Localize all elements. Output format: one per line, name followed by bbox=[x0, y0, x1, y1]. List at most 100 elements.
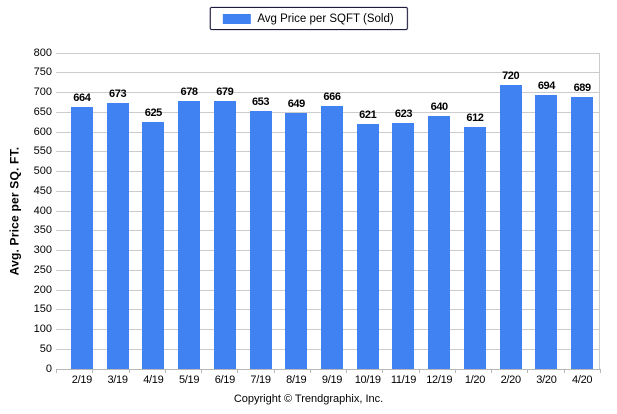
bar-value-label-6/19: 679 bbox=[216, 85, 234, 98]
x-axis-tick bbox=[237, 369, 239, 373]
bar-10/19 bbox=[356, 123, 379, 369]
y-tick-label-250: 250 bbox=[33, 263, 52, 276]
x-axis-tick bbox=[454, 369, 456, 373]
bar-value-label-5/19: 678 bbox=[180, 86, 198, 99]
bar-slot-4/19: 625 bbox=[135, 53, 171, 369]
y-tick-label-600: 600 bbox=[33, 125, 52, 138]
x-tick-label-6/19: 6/19 bbox=[214, 374, 236, 386]
bar-slot-2/19: 664 bbox=[64, 53, 100, 369]
bar-3/19 bbox=[106, 103, 129, 369]
bar-slot-9/19: 666 bbox=[314, 53, 350, 369]
bar-8/19 bbox=[285, 112, 308, 369]
y-tick-label-500: 500 bbox=[33, 165, 52, 177]
bar-slot-6/19: 679 bbox=[207, 53, 243, 369]
bar-5/19 bbox=[178, 101, 201, 369]
gridline-700 bbox=[56, 92, 600, 93]
bar-value-label-2/20: 720 bbox=[502, 69, 520, 82]
x-axis-tick bbox=[273, 369, 275, 373]
bar-value-label-7/19: 653 bbox=[251, 96, 270, 109]
bar-value-label-2/19: 664 bbox=[73, 91, 91, 104]
bar-slot-4/20: 689 bbox=[564, 53, 600, 369]
legend-swatch-icon bbox=[222, 13, 251, 24]
bar-value-label-11/19: 623 bbox=[394, 107, 413, 120]
bar-slot-3/20: 694 bbox=[529, 53, 565, 369]
bar-value-label-4/20: 689 bbox=[573, 81, 592, 94]
x-axis-tick bbox=[346, 369, 348, 373]
x-axis-tick bbox=[56, 369, 57, 373]
bar-4/19 bbox=[142, 122, 165, 369]
x-tick-label-2/20: 2/20 bbox=[500, 374, 522, 386]
x-tick-label-5/19: 5/19 bbox=[178, 374, 200, 386]
y-tick-label-0: 0 bbox=[45, 362, 52, 375]
x-axis-tick bbox=[128, 369, 130, 373]
x-tick-label-1/20: 1/20 bbox=[464, 374, 486, 386]
y-tick-label-650: 650 bbox=[33, 105, 52, 118]
legend: Avg Price per SQFT (Sold) bbox=[209, 7, 408, 30]
bar-2/20 bbox=[499, 84, 522, 369]
bar-4/20 bbox=[571, 96, 594, 369]
bar-11/19 bbox=[392, 122, 415, 369]
bar-1/20 bbox=[463, 127, 486, 369]
y-tick-label-800: 800 bbox=[33, 46, 52, 59]
bars-layer: 664 673 625 678 679 653 649 666 621 623 640 612 720 6… bbox=[64, 53, 600, 369]
bar-slot-3/19: 673 bbox=[100, 53, 136, 369]
y-tick-label-750: 750 bbox=[33, 66, 52, 79]
bar-value-label-4/19: 625 bbox=[144, 107, 163, 120]
bar-slot-7/19: 653 bbox=[243, 53, 279, 369]
copyright-text: Copyright © Trendgraphix, Inc. bbox=[233, 393, 384, 405]
bar-7/19 bbox=[249, 111, 272, 369]
bar-6/19 bbox=[213, 100, 236, 369]
x-axis-tick bbox=[418, 369, 420, 373]
bar-slot-12/19: 640 bbox=[421, 53, 457, 369]
y-tick-label-200: 200 bbox=[33, 283, 52, 296]
legend-label: Avg Price per SQFT (Sold) bbox=[257, 12, 394, 25]
gridline-0 bbox=[56, 368, 600, 370]
y-tick-label-300: 300 bbox=[33, 244, 52, 256]
x-axis-tick bbox=[600, 369, 601, 373]
y-tick-label-450: 450 bbox=[33, 184, 52, 197]
bar-3/20 bbox=[535, 94, 558, 369]
bar-slot-5/19: 678 bbox=[171, 53, 207, 369]
x-tick-label-4/20: 4/20 bbox=[572, 374, 593, 386]
x-axis-tick bbox=[92, 369, 94, 373]
x-tick-label-9/19: 9/19 bbox=[321, 374, 343, 386]
x-axis-tick bbox=[491, 369, 493, 373]
plot-area: 664 673 625 678 679 653 649 666 621 623 640 612 720 6… bbox=[56, 52, 601, 373]
y-tick-label-700: 700 bbox=[33, 86, 52, 98]
x-axis-tick bbox=[527, 369, 529, 373]
x-axis-tick bbox=[201, 369, 203, 373]
bar-value-label-3/20: 694 bbox=[537, 79, 556, 92]
x-axis: 2/19 3/19 4/19 5/19 6/19 7/19 8/19 9/19 10/19 11/… bbox=[64, 374, 600, 386]
bar-slot-11/19: 623 bbox=[386, 53, 422, 369]
x-tick-label-7/19: 7/19 bbox=[250, 374, 271, 386]
gridline-750 bbox=[56, 72, 600, 74]
y-tick-label-550: 550 bbox=[33, 145, 52, 158]
y-axis: 0 50 100 150 200 250 300 350 400 450 500 550 600 650 7… bbox=[0, 47, 52, 375]
bar-9/19 bbox=[321, 105, 343, 369]
y-tick-label-100: 100 bbox=[33, 323, 52, 335]
bar-value-label-1/20: 612 bbox=[466, 112, 484, 125]
bar-slot-8/19: 649 bbox=[278, 53, 314, 369]
x-axis-tick bbox=[563, 369, 565, 373]
x-tick-label-2/19: 2/19 bbox=[71, 374, 93, 386]
bar-value-label-10/19: 621 bbox=[359, 108, 377, 121]
bar-slot-1/20: 612 bbox=[457, 53, 493, 369]
bar-value-label-8/19: 649 bbox=[287, 97, 306, 110]
x-tick-label-3/20: 3/20 bbox=[536, 374, 557, 386]
x-axis-tick bbox=[382, 369, 384, 373]
bar-2/19 bbox=[70, 106, 93, 369]
gridline-800 bbox=[56, 52, 600, 54]
y-tick-label-350: 350 bbox=[33, 224, 52, 237]
y-tick-label-400: 400 bbox=[33, 204, 52, 217]
bar-slot-10/19: 621 bbox=[350, 53, 386, 369]
y-tick-label-50: 50 bbox=[39, 342, 52, 355]
x-tick-label-8/19: 8/19 bbox=[286, 374, 307, 386]
x-tick-label-3/19: 3/19 bbox=[107, 374, 128, 386]
bar-value-label-12/19: 640 bbox=[430, 101, 449, 114]
x-tick-label-12/19: 12/19 bbox=[426, 374, 453, 386]
y-tick-label-150: 150 bbox=[33, 303, 52, 316]
x-tick-label-11/19: 11/19 bbox=[390, 374, 417, 386]
x-tick-label-10/19: 10/19 bbox=[354, 374, 381, 386]
bar-12/19 bbox=[428, 116, 451, 369]
